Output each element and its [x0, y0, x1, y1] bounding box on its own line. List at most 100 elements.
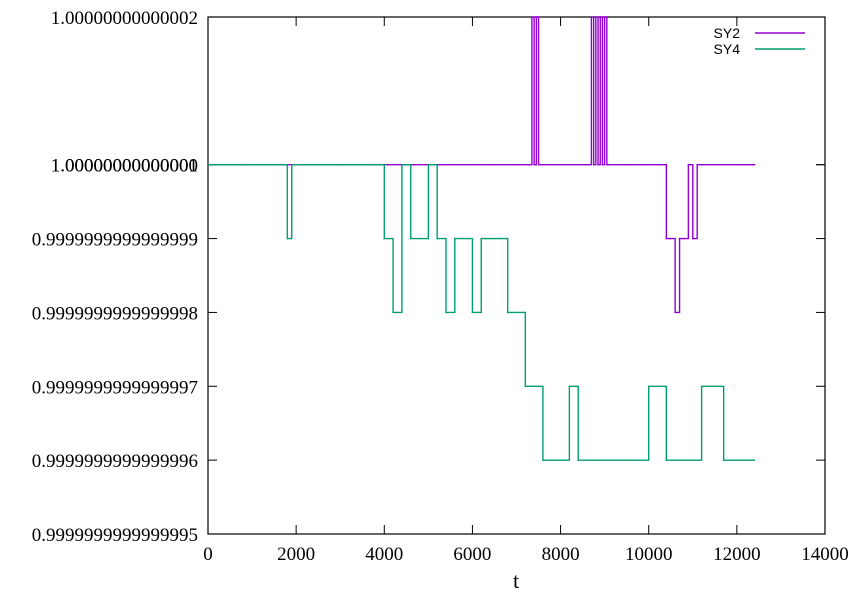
data-point [643, 163, 646, 166]
data-point [365, 163, 368, 166]
data-point [744, 163, 747, 166]
y-tick-label: 0.9999999999999995 [32, 525, 198, 546]
data-point [722, 459, 725, 461]
data-point [683, 459, 685, 461]
data-point [387, 163, 390, 166]
data-point [601, 163, 604, 166]
data-point [246, 163, 249, 166]
data-point [233, 163, 236, 166]
data-point [531, 16, 533, 18]
series-sy4 [207, 163, 756, 461]
data-point [608, 163, 610, 166]
data-point [471, 163, 474, 166]
data-point [753, 459, 756, 461]
data-point [211, 163, 214, 166]
data-point [282, 163, 284, 166]
data-point [621, 459, 624, 461]
data-point [409, 237, 412, 240]
data-point [588, 163, 591, 166]
data-point [370, 163, 372, 166]
data-point [661, 163, 663, 166]
x-tick-label: 8000 [542, 544, 580, 565]
y-tick-label: 1.00000000000002 [51, 8, 198, 29]
data-point [740, 459, 743, 461]
data-point [647, 163, 650, 166]
data-point [335, 163, 337, 166]
data-point [449, 163, 452, 166]
data-point [418, 237, 421, 240]
data-point [674, 459, 676, 461]
legend-label: SY2 [714, 25, 741, 41]
data-point [731, 459, 734, 461]
x-axis-ticks: 0 2000 4000 6000 8000 10000 12000 14000 [203, 17, 849, 565]
x-tick-label: 12000 [713, 544, 761, 565]
data-point [308, 163, 311, 166]
x-tick-label: 2000 [277, 544, 315, 565]
data-point [224, 163, 227, 166]
x-axis-title: t [513, 568, 519, 593]
data-point [590, 16, 593, 18]
data-point [515, 163, 518, 166]
data-point [603, 16, 606, 18]
data-point [480, 237, 483, 240]
data-point [515, 311, 518, 314]
data-point [700, 163, 703, 166]
data-point [238, 163, 240, 166]
series-line-sy4 [208, 164, 755, 461]
data-point [242, 163, 245, 166]
data-point [326, 163, 328, 166]
legend-label: SY4 [714, 41, 741, 57]
data-point [597, 163, 599, 166]
data-point [691, 237, 694, 240]
data-point [462, 237, 465, 240]
data-point [577, 459, 579, 461]
data-point [436, 237, 438, 240]
data-point [696, 163, 698, 166]
data-point [357, 163, 359, 166]
data-point [599, 16, 602, 18]
data-point [339, 163, 342, 166]
data-point [216, 163, 218, 166]
data-point [361, 163, 364, 166]
y-tick-label: 1.00000000000000 [51, 156, 198, 177]
data-point [669, 237, 672, 240]
data-point [286, 237, 289, 240]
data-point [630, 459, 632, 461]
data-point [687, 163, 690, 166]
data-point [533, 385, 535, 388]
data-point [255, 163, 258, 166]
data-point [707, 385, 710, 388]
data-point [343, 163, 346, 166]
data-point [260, 163, 262, 166]
data-point [714, 385, 716, 388]
data-point [665, 459, 668, 461]
y-tick-label: 0.9999999999999999 [32, 230, 198, 251]
data-point [559, 459, 562, 461]
x-tick-label: 4000 [365, 544, 403, 565]
y-tick-label: 0.9999999999999998 [32, 303, 198, 324]
data-point [454, 237, 456, 240]
data-point [639, 459, 641, 461]
data-point [321, 163, 324, 166]
data-point [535, 16, 538, 18]
data-point [586, 459, 588, 461]
data-point [663, 163, 665, 166]
data-point [299, 163, 302, 166]
y-tick-label: 0.9999999999999996 [32, 451, 198, 472]
data-point [736, 163, 738, 166]
data-point [348, 163, 350, 166]
data-point [445, 311, 447, 314]
x-tick-label: 14000 [801, 544, 849, 565]
data-point [550, 459, 553, 461]
data-point [304, 163, 306, 166]
data-point [542, 459, 544, 461]
data-point [678, 237, 681, 240]
data-point [220, 163, 223, 166]
data-point [229, 163, 231, 166]
data-point [273, 163, 275, 166]
data-point [603, 459, 606, 461]
series-layer [207, 16, 756, 461]
data-point [427, 163, 430, 166]
y-axis-ticks: 0.9999999999999995 0.9999999999999996 0.99… [32, 8, 825, 546]
